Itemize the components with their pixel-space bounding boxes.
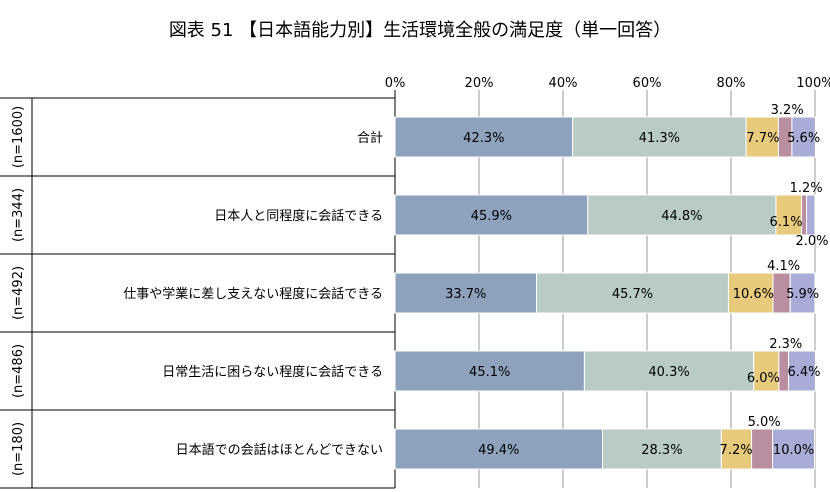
category-label: 仕事や学業に差し支えない程度に会話できる	[123, 286, 383, 302]
category-label: 日本人と同程度に会話できる	[214, 208, 383, 224]
data-label: 41.3%	[639, 131, 680, 146]
bar-segment	[536, 272, 729, 314]
data-label: 10.6%	[733, 287, 774, 302]
data-label: 45.1%	[469, 365, 510, 380]
sample-size-label: (n=1600)	[11, 106, 26, 168]
bar-segment	[720, 428, 753, 470]
sample-size-label: (n=492)	[11, 266, 26, 320]
data-label: 6.4%	[787, 365, 820, 380]
data-label: 2.3%	[769, 337, 802, 352]
category-label: 合計	[357, 130, 383, 146]
chart-title: 図表 51 【日本語能力別】生活環境全般の満足度（単一回答）	[169, 20, 671, 41]
bar-segment	[789, 272, 816, 314]
x-axis-ticks: 0% 20% 40% 60% 80% 100%	[385, 76, 830, 91]
x-tick-label: 60%	[633, 76, 662, 91]
bar-segment	[772, 428, 816, 470]
x-tick-label: 40%	[549, 76, 578, 91]
x-tick-label: 80%	[717, 76, 746, 91]
data-label: 6.0%	[747, 371, 780, 386]
category-label: 日常生活に困らない程度に会話できる	[162, 364, 383, 380]
sample-size-label: (n=486)	[11, 344, 26, 398]
data-label: 33.7%	[445, 287, 486, 302]
data-label: 45.9%	[471, 209, 512, 224]
data-label: 45.7%	[612, 287, 653, 302]
bar-segment	[751, 428, 774, 470]
bar-segment	[775, 194, 803, 236]
bar-segment	[753, 350, 780, 392]
data-label: 2.0%	[795, 234, 828, 249]
bar-segment	[806, 194, 816, 236]
data-label: 5.9%	[786, 287, 819, 302]
x-tick-label: 20%	[465, 76, 494, 91]
x-tick-label: 0%	[385, 76, 406, 91]
bar-segment	[601, 428, 722, 470]
data-label: 7.7%	[746, 131, 779, 146]
data-labels: 42.3% 41.3% 7.7% 3.2% 5.6% 45.9% 44.8% 6.1% 1.2%…	[445, 103, 828, 458]
bar-segment	[394, 350, 585, 392]
bar-segment	[583, 350, 755, 392]
data-label: 49.4%	[478, 443, 519, 458]
data-label: 3.2%	[771, 103, 804, 118]
data-label: 10.0%	[773, 443, 814, 458]
data-label: 4.1%	[767, 259, 800, 274]
bar-segment	[788, 350, 816, 392]
sample-size-label: (n=344)	[11, 188, 26, 242]
data-label: 5.0%	[748, 415, 781, 430]
data-label: 1.2%	[790, 181, 823, 196]
category-labels: 合計 (n=1600) 日本人と同程度に会話できる (n=344) 仕事や学業に差し支え…	[11, 106, 383, 476]
sample-size-label: (n=180)	[11, 422, 26, 476]
data-label: 42.3%	[463, 131, 504, 146]
data-label: 28.3%	[641, 443, 682, 458]
bar-segment	[791, 116, 816, 158]
x-tick-label: 100%	[796, 76, 830, 91]
category-label: 日本語での会話はほとんどできない	[176, 442, 383, 458]
data-label: 7.2%	[720, 443, 753, 458]
data-label: 6.1%	[770, 215, 803, 230]
bar-segment	[727, 272, 774, 314]
bar-segment	[394, 428, 603, 470]
data-label: 44.8%	[661, 209, 702, 224]
data-label: 40.3%	[648, 365, 689, 380]
bar-segments	[394, 116, 816, 470]
bar-segment	[394, 272, 538, 314]
data-label: 5.6%	[787, 131, 820, 146]
